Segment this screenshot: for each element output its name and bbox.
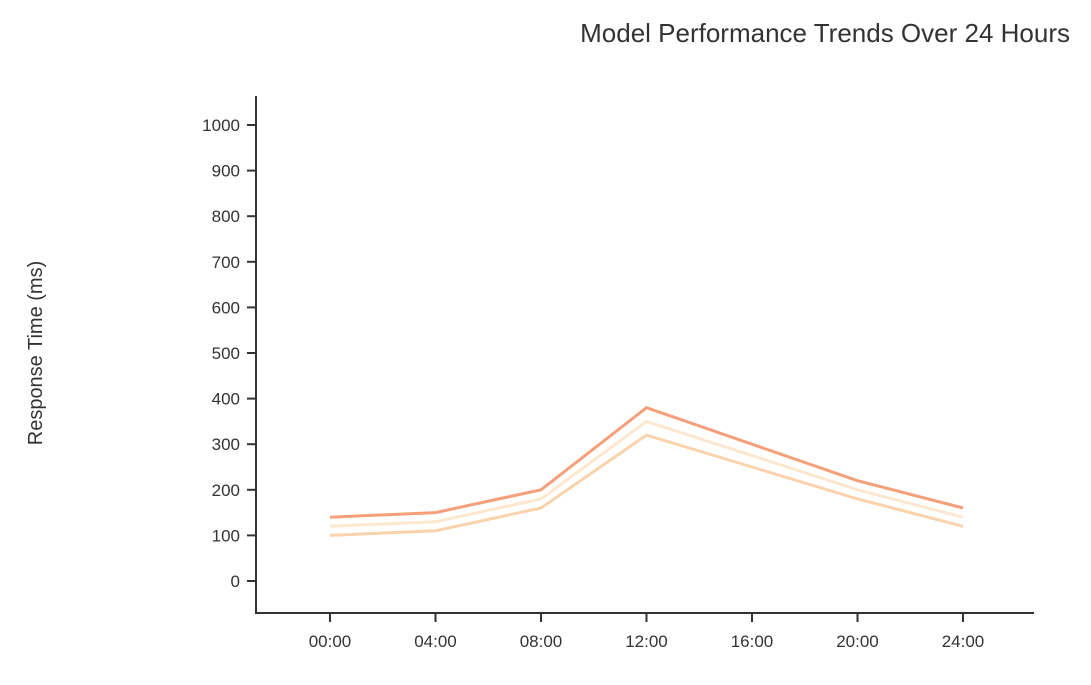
x-axis-ticks: 00:00 04:00 08:00 12:00 16:00 20:00 24:00 (309, 613, 985, 651)
y-tick-label: 700 (212, 253, 240, 272)
x-tick-label: 04:00 (414, 632, 457, 651)
x-tick-label: 12:00 (625, 632, 668, 651)
y-tick-label: 0 (231, 572, 240, 591)
y-axis-ticks: 0 100 200 300 400 500 600 700 800 900 1000 (202, 116, 256, 591)
y-tick-label: 800 (212, 207, 240, 226)
y-tick-label: 1000 (202, 116, 240, 135)
x-tick-label: 08:00 (520, 632, 563, 651)
x-tick-label: 16:00 (731, 632, 774, 651)
y-tick-label: 600 (212, 298, 240, 317)
series-lines (329, 406, 964, 537)
y-tick-label: 100 (212, 526, 240, 545)
series-line-2 (329, 419, 964, 528)
x-tick-label: 20:00 (836, 632, 879, 651)
series-line-1 (329, 406, 964, 519)
y-tick-label: 500 (212, 344, 240, 363)
x-tick-label: 24:00 (942, 632, 985, 651)
y-tick-label: 900 (212, 162, 240, 181)
y-tick-label: 400 (212, 390, 240, 409)
y-tick-label: 200 (212, 481, 240, 500)
axes (255, 96, 1034, 614)
chart-title: Model Performance Trends Over 24 Hours (580, 18, 1070, 48)
y-axis-title: Response Time (ms) (25, 261, 47, 446)
y-tick-label: 300 (212, 435, 240, 454)
series-line-3 (329, 433, 964, 537)
x-tick-label: 00:00 (309, 632, 352, 651)
